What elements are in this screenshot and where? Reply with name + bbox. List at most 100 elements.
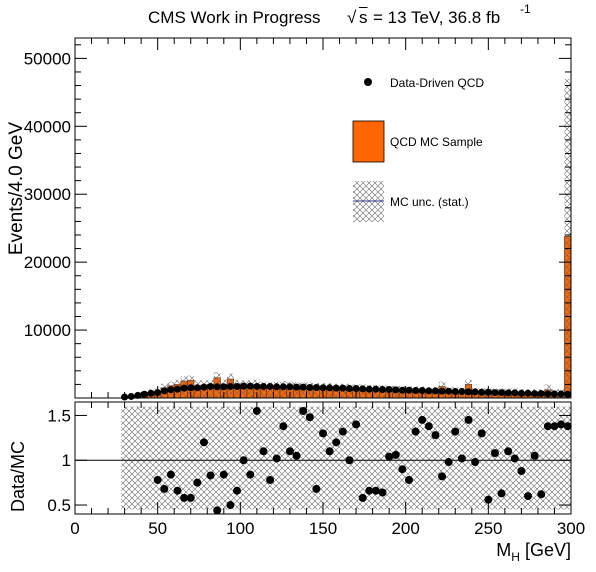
ratio-point [411,427,420,436]
data-point [134,391,142,399]
ratio-point [451,427,460,436]
data-point [226,382,234,390]
ratio-point [358,493,367,502]
data-point [471,388,479,396]
y-axis-title: Events/4.0 GeV [6,122,27,255]
x-axis-title: MH [GeV] [496,540,571,564]
ratio-point [563,422,572,431]
data-point [392,386,400,394]
ratio-point [206,471,215,480]
ratio-point [385,452,394,461]
data-point [451,388,459,396]
ratio-point [246,470,255,479]
data-point [220,383,228,391]
x-tick-label: 50 [148,519,167,538]
ratio-point [424,422,433,431]
ratio-point [305,413,314,422]
x-tick-label: 0 [70,519,79,538]
data-point [180,384,188,392]
data-point [372,385,380,393]
data-point [412,387,420,395]
x-tick-label: 250 [474,519,502,538]
y-tick-label: 20000 [24,253,71,272]
data-point [564,390,572,398]
ratio-y-tick-label: 1 [62,451,71,470]
sqrt-s-label: s [359,8,368,27]
ratio-point [438,472,447,481]
ratio-point [213,506,222,515]
data-point [464,388,472,396]
data-point [259,382,267,390]
ratio-plot-panel: 0.5 1 1.5 0 50 100 150 200 250 300 Data/MC MH [GeV] [8,401,585,564]
figure-header: CMS Work in Progress √ s = 13 TeV, 36.8 … [0,2,596,32]
mc-unc-band [266,382,274,398]
ratio-point [199,438,208,447]
legend-marker-mc [352,120,385,163]
data-point [312,383,320,391]
data-point [273,383,281,391]
data-point [253,382,261,390]
data-point [379,386,387,394]
data-point [524,389,532,397]
data-point [365,385,373,393]
data-point [279,383,287,391]
experiment-label: CMS Work in Progress [148,8,321,27]
ratio-point [226,501,235,510]
x-tick-label: 150 [309,519,337,538]
data-point [478,388,486,396]
ratio-point [272,454,281,463]
data-point [431,387,439,395]
ratio-point [557,420,566,429]
ratio-point [193,478,202,487]
data-point [531,390,539,398]
ratio-point [239,456,248,465]
ratio-point [404,475,413,484]
ratio-point [537,490,546,499]
ratio-y-tick-label: 0.5 [47,496,71,515]
x-axis-title-main: M [496,540,511,560]
data-point [445,387,453,395]
data-point [207,382,215,390]
data-point [359,385,367,393]
ratio-point [391,450,400,459]
data-point [187,384,195,392]
legend-label-unc: MC unc. (stat.) [390,195,469,209]
data-point [557,390,565,398]
ratio-point [285,447,294,456]
ratio-point [166,470,175,479]
ratio-point [352,420,361,429]
ratio-point [345,456,354,465]
data-point [405,386,413,394]
ratio-point [186,493,195,502]
ratio-point [524,492,533,501]
data-point [266,382,274,390]
data-point [425,387,433,395]
x-axis-title-unit: [GeV] [520,540,571,560]
ratio-point [252,406,261,415]
ratio-point [233,486,242,495]
ratio-point [319,429,327,438]
ratio-point [418,415,427,424]
ratio-point [299,406,308,415]
data-point [299,383,307,391]
ratio-point [332,438,341,447]
main-frame [74,37,572,399]
y-tick-label: 30000 [24,185,71,204]
data-point [127,392,135,400]
data-point [537,390,545,398]
legend-label-mc: QCD MC Sample [390,135,483,149]
ratio-y-tick-label: 1.5 [47,406,71,425]
data-point [193,384,201,392]
data-point [174,385,182,393]
data-point [306,383,314,391]
data-point [233,382,241,390]
ratio-point [398,465,407,474]
ratio-point [312,484,321,493]
data-point [339,384,347,392]
data-point [438,387,446,395]
data-point [246,382,254,390]
y-tick-label: 50000 [24,49,71,68]
ratio-point [160,484,169,493]
data-point [167,386,175,394]
